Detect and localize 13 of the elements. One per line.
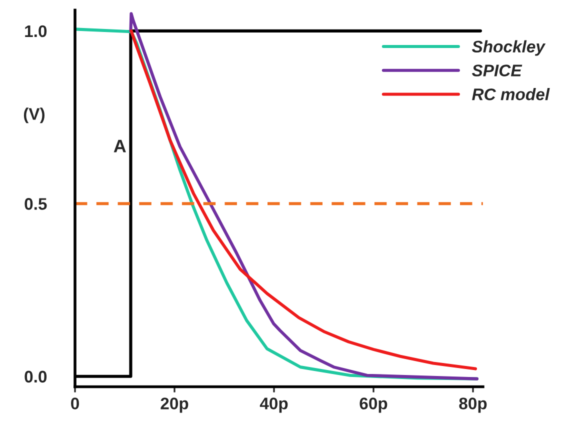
x-tick-label: 80p (459, 398, 487, 413)
legend-label: SPICE (472, 64, 522, 76)
legend-label: RC model (472, 88, 550, 100)
y-tick-label: 0.0 (24, 370, 47, 383)
legend-label: Shockley (472, 40, 546, 56)
x-tick-label: 20p (160, 398, 188, 413)
y-tick-label: 1.0 (25, 25, 47, 38)
y-axis-title: (V) (24, 108, 44, 124)
x-tick-label: 40p (260, 398, 288, 413)
y-tick-label: 0.5 (24, 198, 47, 210)
x-tick-label: 60p (360, 398, 388, 413)
x-tick-label: 0 (71, 398, 79, 410)
annotation: A (114, 140, 126, 152)
